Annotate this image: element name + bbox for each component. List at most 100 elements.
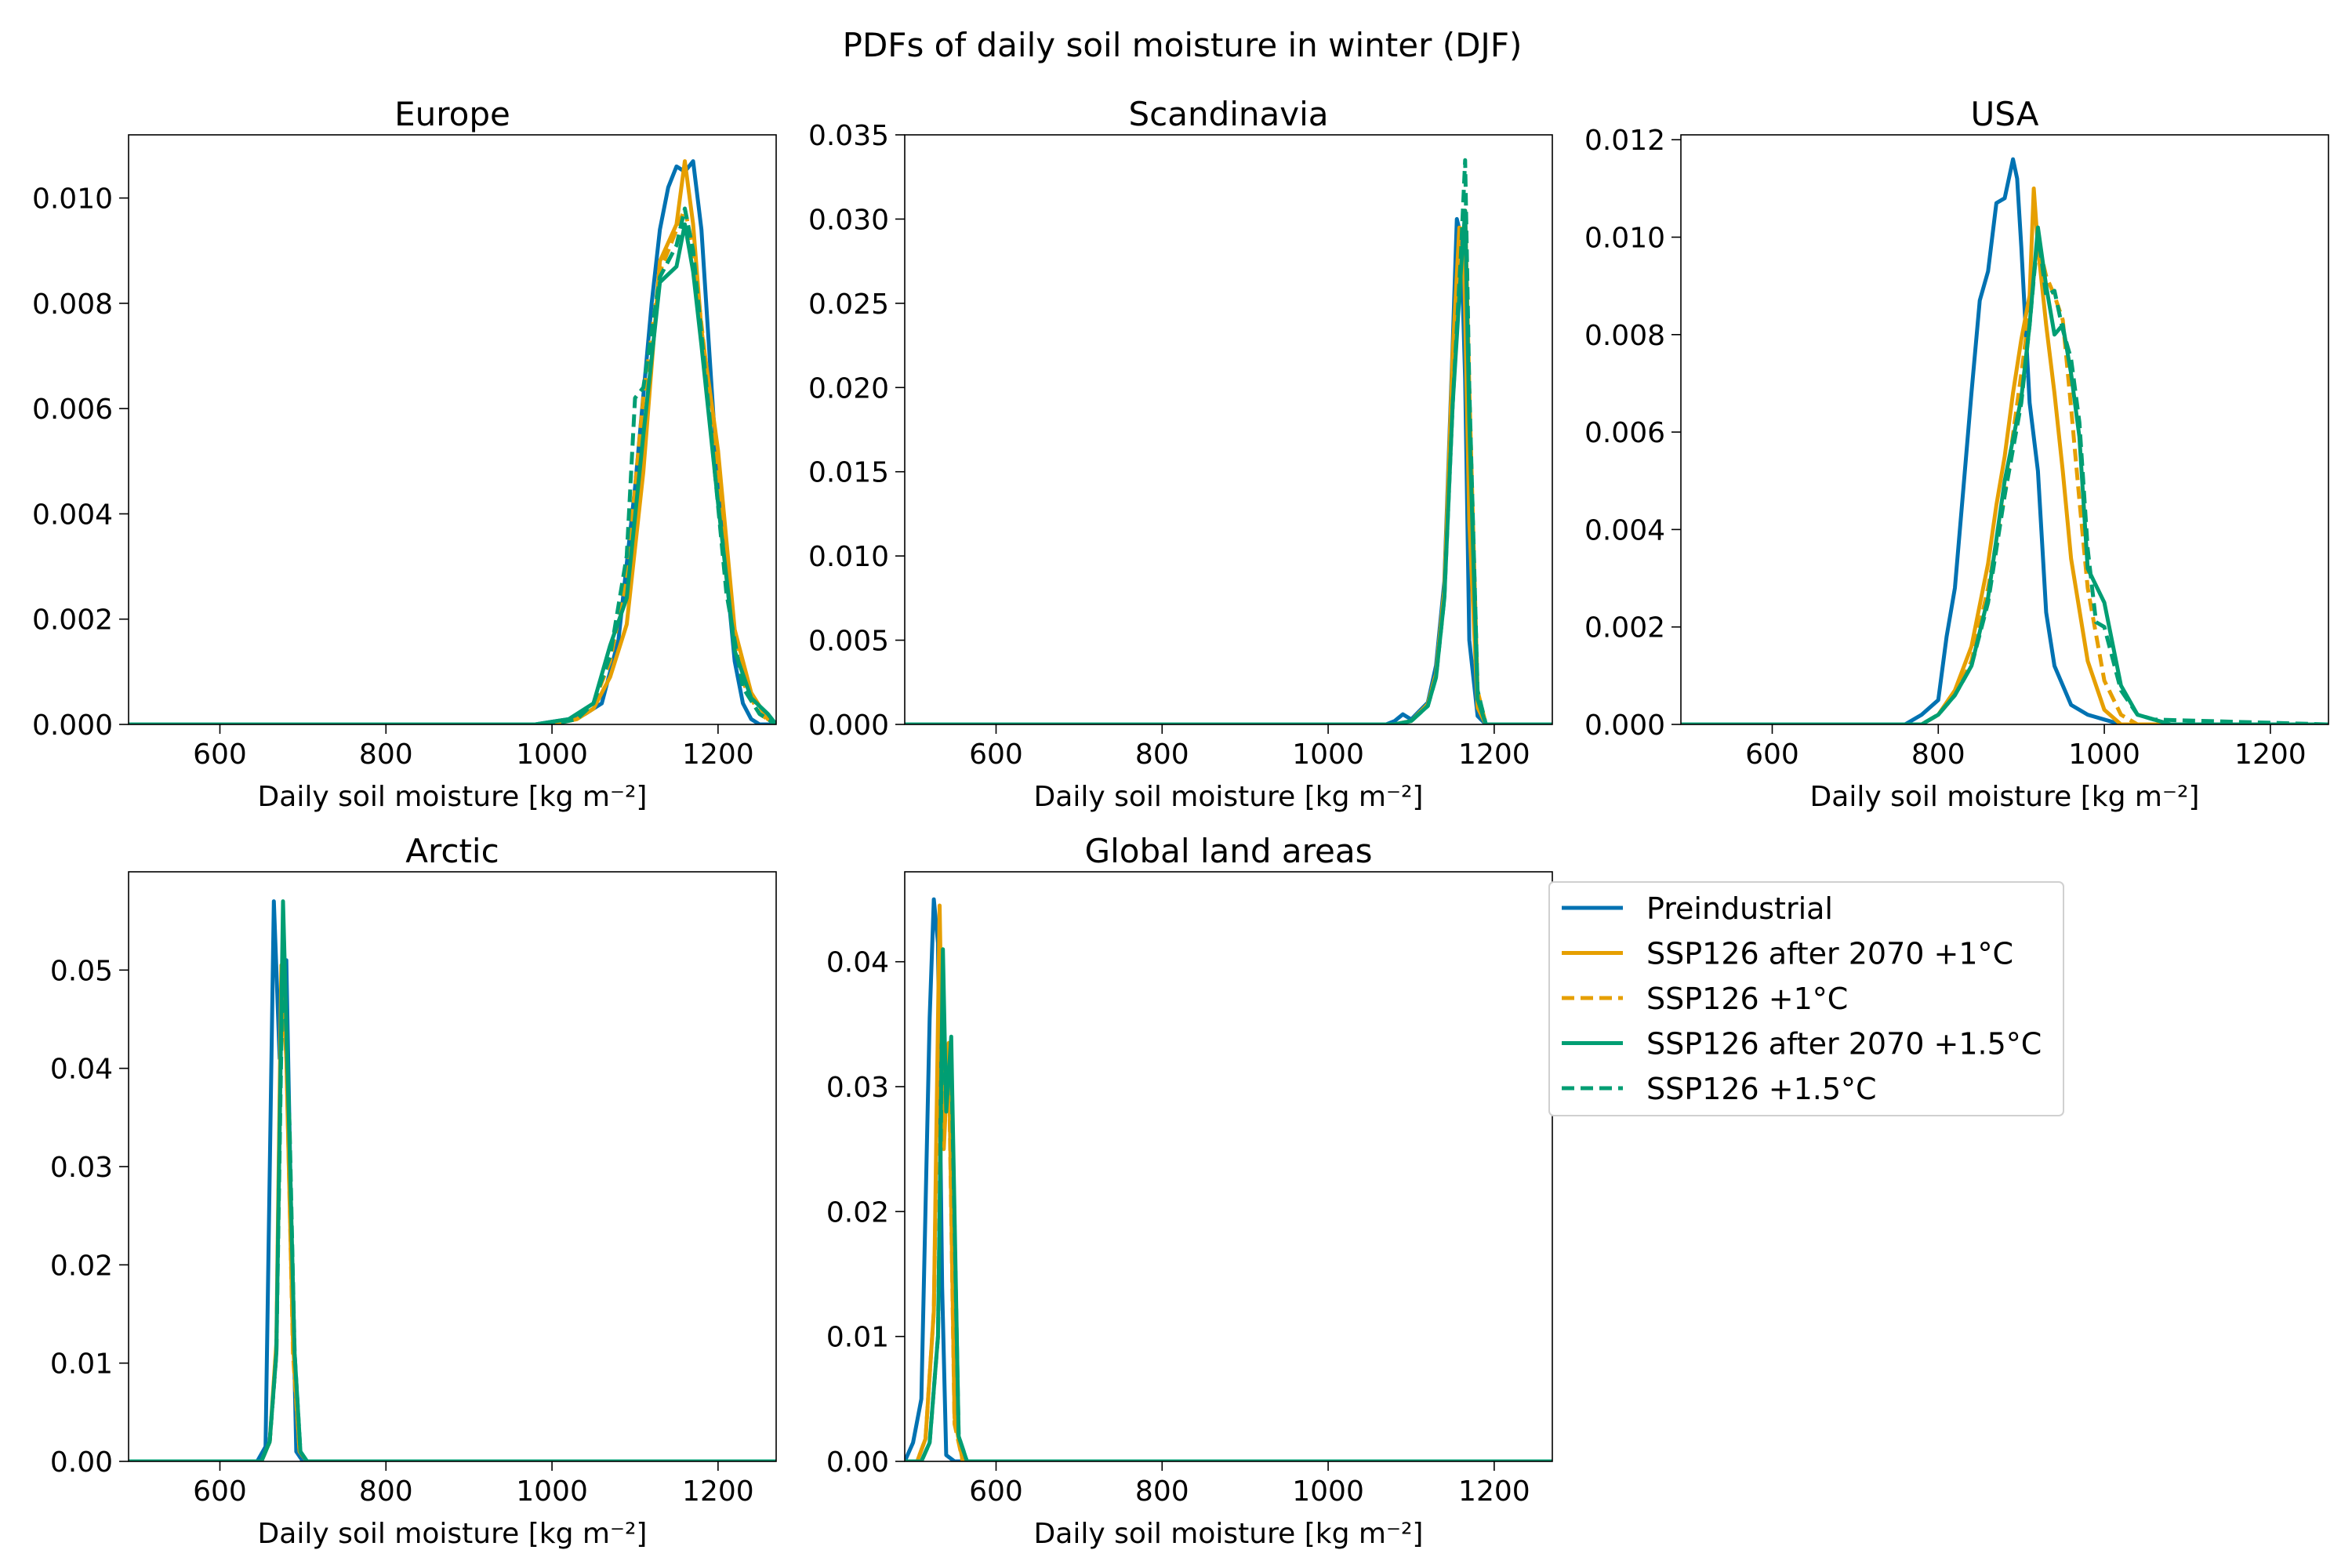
scandinavia-series-group [905,158,1552,724]
arctic-series-group [129,899,776,1461]
global-land-areas-ytick-label: 0.00 [826,1446,889,1479]
global-land-areas-xtick-label: 800 [1135,1475,1189,1508]
panel-arctic: 600 800 1000 1200 0.00 0.01 0.02 0.03 0.04 0.05 Ar… [50,832,777,1550]
europe-xlabel: Daily soil moisture [kg m⁻²] [258,781,648,813]
global-land-areas-series-group [905,897,1552,1461]
arctic-xlabel: Daily soil moisture [kg m⁻²] [258,1518,648,1550]
legend-box [1548,881,2064,1116]
scandinavia-ytick-label: 0.025 [808,289,889,321]
arctic-series-ssp126-after-2070-1-5-c [129,899,776,1461]
legend: Preindustrial SSP126 after 2070 +1°C SSP12… [1548,881,2064,1116]
usa-series-ssp126-after-2070-1-c [1681,186,2328,724]
europe-xtick-label: 800 [359,739,413,771]
global-land-areas-ytick-label: 0.03 [826,1072,889,1104]
arctic-series-ssp126-1-c [129,978,776,1461]
legend-label: SSP126 +1°C [1646,982,1848,1016]
usa-series-ssp126-1-5-c [1681,230,2328,724]
europe-xtick-label: 1200 [682,739,754,771]
arctic-ytick-label: 0.03 [50,1152,113,1184]
global-land-areas-series-ssp126-after-2070-1-5-c [905,947,1552,1461]
usa-ytick-label: 0.000 [1584,710,1665,742]
global-land-areas-xlabel: Daily soil moisture [kg m⁻²] [1034,1518,1424,1550]
scandinavia-ytick-label: 0.020 [808,372,889,405]
europe-series-group [129,159,776,724]
scandinavia-ytick-label: 0.005 [808,626,889,658]
europe-xtick-label: 600 [193,739,247,771]
scandinavia-xtick-label: 800 [1135,739,1189,771]
usa-ytick-label: 0.002 [1584,612,1665,644]
panel-usa: 600 800 1000 1200 0.000 0.002 0.004 0.006 0.008 0… [1584,95,2329,813]
scandinavia-axes-frame [904,134,1553,725]
europe-title: Europe [394,95,510,133]
usa-axes-frame [1680,134,2329,725]
arctic-title: Arctic [405,832,499,870]
global-land-areas-ytick-label: 0.01 [826,1322,889,1354]
arctic-axes-frame [128,871,777,1462]
europe-ytick-label: 0.004 [32,499,113,531]
europe-ytick-label: 0.008 [32,289,113,321]
panel-scandinavia: 600 800 1000 1200 0.000 0.005 0.010 0.015 0.020 0… [808,95,1553,813]
global-land-areas-title: Global land areas [1085,832,1373,870]
global-land-areas-xtick-label: 1000 [1292,1475,1364,1508]
scandinavia-xtick-label: 600 [969,739,1023,771]
europe-series-ssp126-after-2070-1-5-c [129,222,776,724]
arctic-ytick-label: 0.04 [50,1054,113,1086]
usa-xtick-label: 1000 [2068,739,2140,771]
legend-label: Preindustrial [1646,891,1833,926]
europe-ytick-label: 0.002 [32,604,113,637]
arctic-xtick-label: 1200 [682,1475,754,1508]
scandinavia-ytick-label: 0.010 [808,541,889,573]
usa-xtick-label: 600 [1745,739,1799,771]
arctic-xtick-label: 1000 [516,1475,588,1508]
scandinavia-ytick-label: 0.015 [808,457,889,489]
arctic-series-preindustrial [129,899,776,1461]
usa-series-preindustrial [1681,157,2328,724]
scandinavia-xtick-label: 1200 [1458,739,1530,771]
usa-title: USA [1971,95,2039,133]
arctic-xtick-label: 600 [193,1475,247,1508]
legend-item-preindustrial: Preindustrial [1562,891,1833,926]
scandinavia-series-ssp126-1-5-c [905,158,1552,724]
arctic-ytick-label: 0.02 [50,1250,113,1282]
legend-item-ssp126-after-2070-1-c: SSP126 after 2070 +1°C [1562,937,2013,971]
global-land-areas-ytick-label: 0.02 [826,1196,889,1229]
europe-axes-frame [128,134,777,725]
legend-label: SSP126 +1.5°C [1646,1072,1877,1106]
europe-ytick-label: 0.010 [32,183,113,216]
global-land-areas-axes-frame [904,871,1553,1462]
global-land-areas-series-ssp126-after-2070-1-c [905,903,1552,1461]
europe-ytick-label: 0.000 [32,710,113,742]
figure-suptitle: PDFs of daily soil moisture in winter (D… [843,26,1523,64]
legend-item-ssp126-after-2070-1-5-c: SSP126 after 2070 +1.5°C [1562,1027,2042,1062]
europe-series-ssp126-1-c [129,206,776,724]
global-land-areas-ytick-label: 0.04 [826,947,889,979]
europe-ytick-label: 0.006 [32,394,113,426]
legend-label: SSP126 after 2070 +1.5°C [1646,1027,2042,1062]
scandinavia-xlabel: Daily soil moisture [kg m⁻²] [1034,781,1424,813]
scandinavia-title: Scandinavia [1128,95,1328,133]
usa-ytick-label: 0.008 [1584,320,1665,352]
usa-xtick-label: 1200 [2234,739,2307,771]
arctic-series-ssp126-after-2070-1-c [129,963,776,1461]
europe-series-ssp126-1-5-c [129,206,776,724]
scandinavia-ytick-label: 0.035 [808,120,889,152]
scandinavia-ytick-label: 0.000 [808,710,889,742]
arctic-series-ssp126-1-5-c [129,938,776,1461]
global-land-areas-series-ssp126-1-5-c [905,985,1552,1461]
usa-ytick-label: 0.006 [1584,417,1665,449]
legend-item-ssp126-1-5-c: SSP126 +1.5°C [1562,1072,1877,1106]
global-land-areas-series-preindustrial [905,897,1552,1461]
usa-series-ssp126-after-2070-1-5-c [1681,225,2328,724]
panel-europe: 600 800 1000 1200 0.000 0.002 0.004 0.006 0.008 0… [32,95,777,813]
usa-ytick-label: 0.004 [1584,514,1665,546]
europe-xtick-label: 1000 [516,739,588,771]
scandinavia-ytick-label: 0.030 [808,204,889,236]
usa-ytick-label: 0.012 [1584,125,1665,157]
global-land-areas-xtick-label: 1200 [1458,1475,1530,1508]
usa-xtick-label: 800 [1911,739,1965,771]
panels: 600 800 1000 12000.0000.0020.0040.0060.0080… [32,95,2329,1550]
arctic-ytick-label: 0.05 [50,955,113,987]
panel-global-land-areas: 600 800 1000 1200 0.00 0.01 0.02 0.03 0.04 Global… [826,832,1553,1550]
legend-item-ssp126-1-c: SSP126 +1°C [1562,982,1848,1016]
